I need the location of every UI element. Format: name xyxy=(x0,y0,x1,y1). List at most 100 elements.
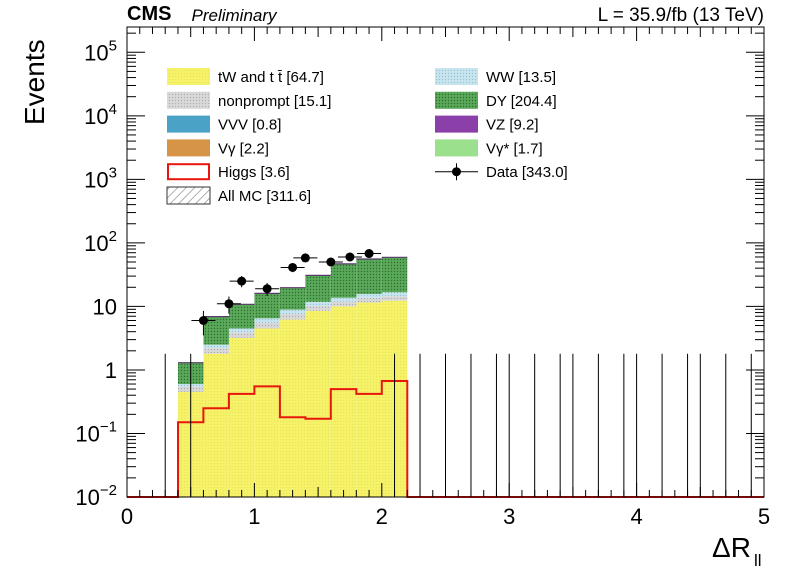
legend-item: nonprompt [15.1] xyxy=(167,91,331,110)
legend-item: WW [13.5] xyxy=(435,68,556,86)
legend-item: Vγ* [1.7] xyxy=(435,139,543,157)
y-tick-label: 104 xyxy=(84,101,117,129)
legend-label: DY [204.4] xyxy=(486,93,557,110)
x-axis-title: ΔR ll xyxy=(712,532,762,570)
y-tick-label: 105 xyxy=(84,37,117,65)
bar xyxy=(356,302,382,497)
bar xyxy=(305,301,331,306)
bar xyxy=(203,353,229,497)
bar xyxy=(228,337,255,497)
legend-label: VVV [0.8] xyxy=(218,117,281,134)
legend: tW and t t̄ [64.7] WW [13.5] nonprompt [15… xyxy=(166,68,568,205)
legend-swatch xyxy=(435,91,478,109)
legend-swatch xyxy=(167,139,210,157)
data-point xyxy=(191,310,216,336)
marker xyxy=(237,276,247,286)
bar xyxy=(356,293,382,298)
bar xyxy=(228,332,255,338)
legend-label: WW [13.5] xyxy=(486,69,556,86)
y-tick-label: 102 xyxy=(84,228,117,256)
data-point xyxy=(337,252,362,262)
bar xyxy=(381,292,408,297)
bar xyxy=(305,310,331,497)
legend-label: nonprompt [15.1] xyxy=(218,93,331,110)
bar xyxy=(305,275,331,302)
data-point xyxy=(357,249,382,259)
legend-swatch-marker xyxy=(452,167,461,177)
legend-swatch xyxy=(166,186,211,205)
marker xyxy=(345,252,355,262)
data-point xyxy=(318,257,343,267)
bar xyxy=(228,304,255,329)
status-label: Preliminary xyxy=(192,6,279,25)
x-tick-label: 5 xyxy=(758,504,770,529)
bar xyxy=(279,309,306,314)
y-tick-label: 1 xyxy=(105,358,117,383)
series-0 xyxy=(177,300,408,497)
legend-item: VZ [9.2] xyxy=(435,115,539,134)
legend-swatch xyxy=(435,115,478,133)
data-point xyxy=(280,262,305,273)
legend-label: Higgs [3.6] xyxy=(218,164,290,181)
data-point xyxy=(293,253,318,263)
bar xyxy=(356,297,382,303)
y-axis-title: Events xyxy=(19,39,50,125)
marker xyxy=(326,257,336,267)
y-tick-label: 10−1 xyxy=(75,419,117,447)
y-tick-label: 10−2 xyxy=(75,482,117,510)
legend-swatch xyxy=(167,68,210,85)
legend-item: Higgs [3.6] xyxy=(167,163,290,181)
bar xyxy=(356,259,382,294)
marker xyxy=(198,316,208,326)
bar xyxy=(203,348,229,354)
bar xyxy=(228,328,255,333)
legend-label: Vγ [2.2] xyxy=(218,140,269,157)
bar xyxy=(330,263,357,298)
legend-swatch xyxy=(167,163,210,181)
bar xyxy=(254,328,280,497)
y-tick-label: 10 xyxy=(93,294,117,319)
legend-item: VVV [0.8] xyxy=(167,115,281,134)
legend-swatch xyxy=(435,68,478,85)
x-tick-label: 1 xyxy=(248,504,260,529)
bar xyxy=(305,305,331,311)
bar xyxy=(381,257,408,293)
marker xyxy=(262,284,272,294)
data-point xyxy=(229,276,254,288)
bar xyxy=(330,297,357,302)
legend-item: All MC [311.6] xyxy=(166,186,311,205)
legend-swatch xyxy=(167,91,210,109)
legend-item: Data [343.0] xyxy=(435,163,568,181)
data-point xyxy=(255,282,280,296)
bar xyxy=(254,322,280,329)
series-3 xyxy=(177,257,408,385)
bar xyxy=(203,344,229,349)
legend-label: Data [343.0] xyxy=(486,164,568,181)
bar xyxy=(381,296,408,301)
y-tick-label: 103 xyxy=(84,164,117,192)
legend-label: Vγ* [1.7] xyxy=(486,140,543,157)
bar xyxy=(254,293,280,319)
bar xyxy=(279,287,306,310)
data-point xyxy=(216,296,241,314)
marker xyxy=(300,253,310,263)
x-axis-title-sub: ll xyxy=(754,551,762,570)
legend-label: tW and t t̄ [64.7] xyxy=(218,69,324,86)
x-tick-label: 0 xyxy=(121,504,133,529)
x-tick-label: 4 xyxy=(630,504,642,529)
bar xyxy=(330,301,357,307)
x-tick-label: 3 xyxy=(503,504,515,529)
x-tick-label: 2 xyxy=(376,504,388,529)
legend-swatch xyxy=(167,115,210,133)
legend-item: DY [204.4] xyxy=(435,91,557,110)
legend-label: VZ [9.2] xyxy=(486,117,539,134)
marker xyxy=(288,262,298,272)
experiment-label: CMS xyxy=(127,3,171,25)
lumi-label: L = 35.9/fb (13 TeV) xyxy=(598,5,764,26)
marker xyxy=(364,249,374,259)
legend-item: Vγ [2.2] xyxy=(167,139,269,157)
bar xyxy=(279,313,306,320)
bar xyxy=(254,318,280,323)
legend-label: All MC [311.6] xyxy=(218,188,311,205)
